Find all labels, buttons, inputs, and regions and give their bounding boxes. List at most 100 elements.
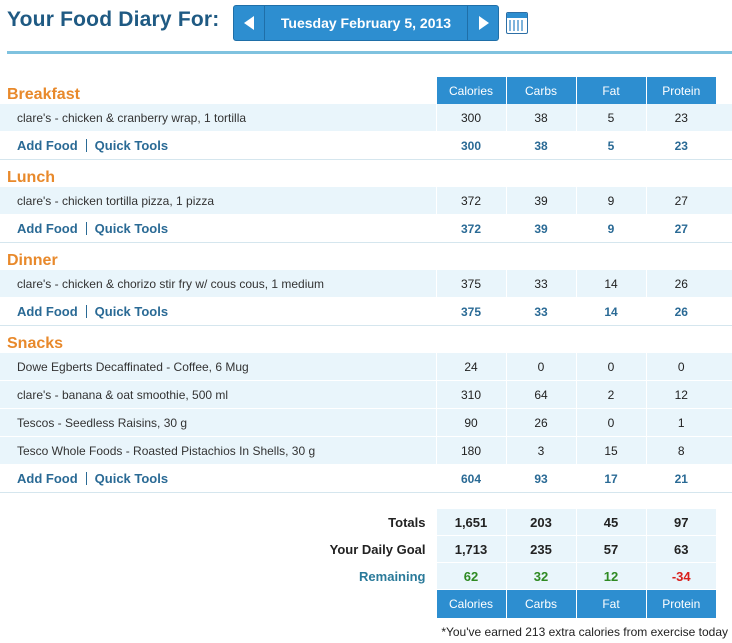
food-entry-row[interactable]: clare's - chicken & chorizo stir fry w/ … [0, 270, 732, 298]
goal-fat: 57 [575, 535, 646, 563]
meal-total-fat: 17 [575, 464, 646, 493]
entry-calories: 24 [435, 353, 506, 381]
exercise-note: *You've earned 213 extra calories from e… [441, 625, 728, 639]
totals-carbs: 203 [505, 509, 576, 536]
remaining-calories: 62 [435, 562, 506, 590]
remaining-label: Remaining [359, 568, 426, 584]
totals-row: Totals 1,651 203 45 97 [0, 509, 732, 536]
totals-label: Totals [388, 514, 426, 530]
meal-total-calories: 375 [435, 297, 506, 326]
food-entry-name[interactable]: clare's - chicken tortilla pizza, 1 pizz… [0, 187, 436, 215]
previous-day-button[interactable] [234, 6, 265, 40]
entry-carbs: 39 [505, 187, 576, 215]
meal-total-carbs: 93 [505, 464, 576, 493]
meal-totals-row: Add Food Quick Tools 375 33 14 26 [0, 297, 732, 326]
daily-summary-table: Totals 1,651 203 45 97 Your Daily Goal 1… [0, 509, 732, 618]
entry-fat: 0 [575, 408, 646, 437]
link-separator [85, 305, 87, 318]
meal-total-protein: 26 [645, 297, 716, 326]
food-entry-row[interactable]: Dowe Egberts Decaffinated - Coffee, 6 Mu… [0, 353, 732, 381]
meal-totals-row: Add Food Quick Tools 300 38 5 23 [0, 131, 732, 160]
quick-tools-link[interactable]: Quick Tools [94, 221, 169, 236]
col-header-protein: Protein [645, 589, 716, 618]
entry-protein: 23 [645, 104, 716, 132]
totals-fat: 45 [575, 509, 646, 536]
meal-total-protein: 21 [645, 464, 716, 493]
entry-protein: 26 [645, 270, 716, 298]
col-header-carbs: Carbs [505, 589, 576, 618]
entry-carbs: 0 [505, 353, 576, 381]
meal-header-breakfast: Breakfast Calories Carbs Fat Protein [0, 77, 732, 104]
daily-goal-row: Your Daily Goal 1,713 235 57 63 [0, 535, 732, 563]
meal-total-carbs: 33 [505, 297, 576, 326]
goal-carbs: 235 [505, 535, 576, 563]
entry-fat: 15 [575, 436, 646, 465]
add-food-link[interactable]: Add Food [17, 221, 78, 236]
meal-heading: Lunch [7, 169, 55, 186]
food-entry-row[interactable]: clare's - chicken & cranberry wrap, 1 to… [0, 104, 732, 132]
food-entry-name[interactable]: clare's - chicken & chorizo stir fry w/ … [0, 270, 436, 298]
meal-actions: Add Food Quick Tools [0, 214, 436, 243]
meal-actions: Add Food Quick Tools [0, 297, 436, 326]
meal-total-carbs: 39 [505, 214, 576, 243]
totals-calories: 1,651 [435, 509, 506, 536]
remaining-row: Remaining 62 32 12 -34 [0, 562, 732, 590]
entry-calories: 375 [435, 270, 506, 298]
add-food-link[interactable]: Add Food [17, 471, 78, 486]
food-entry-row[interactable]: clare's - banana & oat smoothie, 500 ml 3… [0, 380, 732, 409]
entry-protein: 8 [645, 436, 716, 465]
quick-tools-link[interactable]: Quick Tools [94, 138, 169, 153]
meal-total-protein: 23 [645, 131, 716, 160]
remaining-fat: 12 [575, 562, 646, 590]
food-entry-row[interactable]: Tesco Whole Foods - Roasted Pistachios I… [0, 436, 732, 465]
remaining-protein: -34 [645, 562, 716, 590]
add-food-link[interactable]: Add Food [17, 304, 78, 319]
meal-total-fat: 5 [575, 131, 646, 160]
meal-heading: Dinner [7, 252, 58, 269]
add-food-link[interactable]: Add Food [17, 138, 78, 153]
col-header-calories: Calories [435, 77, 506, 104]
meal-header-lunch: Lunch [0, 160, 732, 188]
meal-total-calories: 300 [435, 131, 506, 160]
remaining-carbs: 32 [505, 562, 576, 590]
page-title: Your Food Diary For: [7, 8, 220, 31]
link-separator [85, 222, 87, 235]
food-entry-name[interactable]: Tesco Whole Foods - Roasted Pistachios I… [0, 436, 436, 465]
meal-total-carbs: 38 [505, 131, 576, 160]
meal-actions: Add Food Quick Tools [0, 464, 436, 493]
meal-total-protein: 27 [645, 214, 716, 243]
food-entry-name[interactable]: Dowe Egberts Decaffinated - Coffee, 6 Mu… [0, 353, 436, 381]
food-entry-name[interactable]: clare's - banana & oat smoothie, 500 ml [0, 380, 436, 409]
quick-tools-link[interactable]: Quick Tools [94, 304, 169, 319]
entry-protein: 27 [645, 187, 716, 215]
meal-header-dinner: Dinner [0, 243, 732, 271]
entry-calories: 90 [435, 408, 506, 437]
food-entry-name[interactable]: Tescos - Seedless Raisins, 30 g [0, 408, 436, 437]
entry-fat: 0 [575, 353, 646, 381]
entry-calories: 300 [435, 104, 506, 132]
entry-calories: 310 [435, 380, 506, 409]
link-separator [85, 139, 87, 152]
entry-protein: 12 [645, 380, 716, 409]
meal-header-snacks: Snacks [0, 326, 732, 354]
food-entry-row[interactable]: Tescos - Seedless Raisins, 30 g 90 26 0 1 [0, 408, 732, 437]
col-header-fat: Fat [575, 77, 646, 104]
quick-tools-link[interactable]: Quick Tools [94, 471, 169, 486]
entry-carbs: 64 [505, 380, 576, 409]
meal-total-fat: 9 [575, 214, 646, 243]
entry-fat: 14 [575, 270, 646, 298]
meal-heading: Breakfast [7, 86, 80, 103]
entry-carbs: 33 [505, 270, 576, 298]
col-header-calories: Calories [435, 589, 506, 618]
calendar-icon[interactable] [506, 12, 528, 34]
next-day-button[interactable] [467, 6, 498, 40]
col-header-carbs: Carbs [505, 77, 576, 104]
meal-total-calories: 372 [435, 214, 506, 243]
food-entry-name[interactable]: clare's - chicken & cranberry wrap, 1 to… [0, 104, 436, 132]
summary-column-header: Calories Carbs Fat Protein [0, 589, 732, 618]
food-entry-row[interactable]: clare's - chicken tortilla pizza, 1 pizz… [0, 187, 732, 215]
entry-carbs: 3 [505, 436, 576, 465]
entry-fat: 5 [575, 104, 646, 132]
entry-carbs: 26 [505, 408, 576, 437]
entry-carbs: 38 [505, 104, 576, 132]
